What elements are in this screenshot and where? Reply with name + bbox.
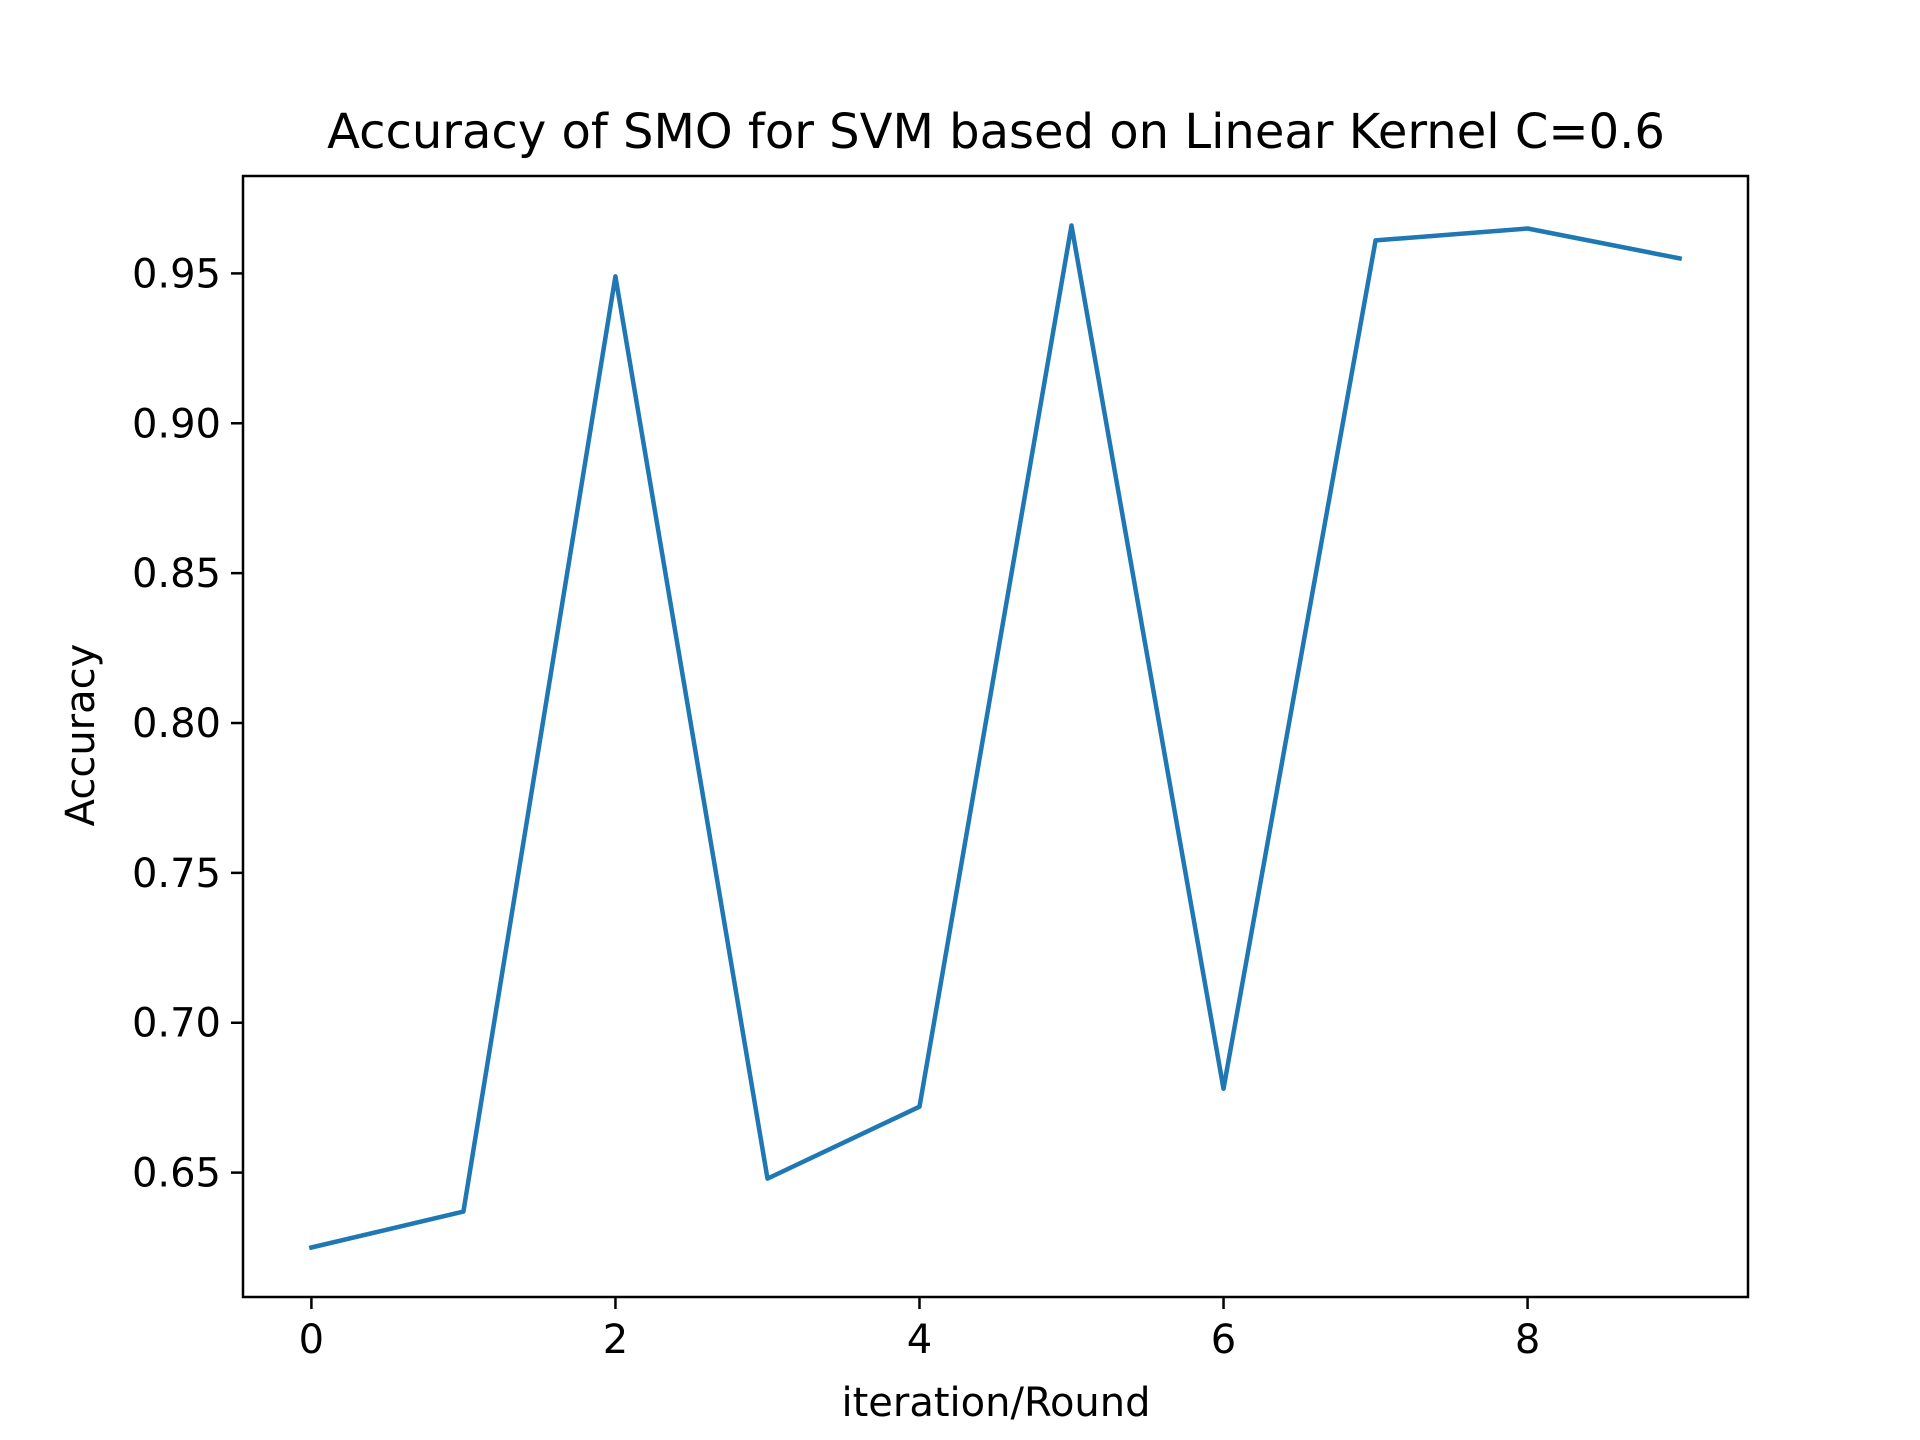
series-layer xyxy=(308,223,1683,1251)
data-point xyxy=(1525,226,1530,231)
axes-frame xyxy=(241,174,1750,1299)
data-point xyxy=(1677,256,1682,261)
y-axis-label: Accuracy xyxy=(58,644,104,827)
x-axis-ticks: 0 2 4 6 8 xyxy=(299,1297,1540,1363)
y-tick-label: 0.80 xyxy=(132,701,221,747)
y-tick-label: 0.65 xyxy=(132,1151,221,1197)
y-tick-label: 0.70 xyxy=(132,1001,221,1047)
data-point xyxy=(613,274,618,279)
x-tick-label: 8 xyxy=(1515,1317,1540,1363)
x-tick-label: 6 xyxy=(1211,1317,1236,1363)
x-tick-label: 0 xyxy=(299,1317,324,1363)
data-point xyxy=(309,1245,314,1250)
data-point xyxy=(1221,1086,1226,1091)
data-point xyxy=(1373,238,1378,243)
y-tick-label: 0.75 xyxy=(132,851,221,897)
chart-title: Accuracy of SMO for SVM based on Linear … xyxy=(327,104,1665,160)
x-tick-label: 2 xyxy=(603,1317,628,1363)
y-tick-label: 0.90 xyxy=(132,401,221,447)
x-tick-label: 4 xyxy=(907,1317,932,1363)
data-point xyxy=(917,1104,922,1109)
accuracy-series-line xyxy=(308,223,1683,1251)
y-tick-label: 0.95 xyxy=(132,251,221,297)
x-axis-label: iteration/Round xyxy=(841,1380,1150,1426)
y-tick-label: 0.85 xyxy=(132,551,221,597)
y-axis-ticks: 0.65 0.70 0.75 0.80 0.85 0.90 0.95 xyxy=(132,251,243,1197)
data-point xyxy=(1069,223,1074,228)
data-point xyxy=(461,1209,466,1214)
plot-area xyxy=(241,174,1750,1299)
data-point xyxy=(765,1176,770,1181)
